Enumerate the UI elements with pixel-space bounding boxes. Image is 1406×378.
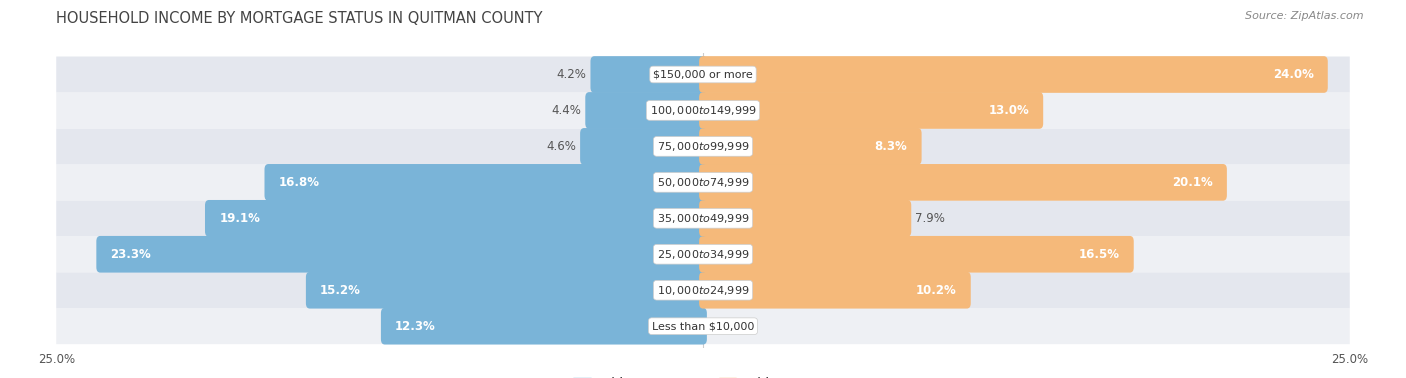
- Text: 19.1%: 19.1%: [219, 212, 260, 225]
- Text: 7.9%: 7.9%: [915, 212, 945, 225]
- Text: 15.2%: 15.2%: [321, 284, 361, 297]
- Text: 12.3%: 12.3%: [395, 320, 436, 333]
- Text: 0.0%: 0.0%: [711, 320, 741, 333]
- Text: $50,000 to $74,999: $50,000 to $74,999: [657, 176, 749, 189]
- FancyBboxPatch shape: [581, 128, 707, 165]
- FancyBboxPatch shape: [56, 129, 1350, 164]
- FancyBboxPatch shape: [56, 93, 1350, 129]
- Text: 16.5%: 16.5%: [1078, 248, 1119, 261]
- Text: $25,000 to $34,999: $25,000 to $34,999: [657, 248, 749, 261]
- Text: 4.4%: 4.4%: [551, 104, 582, 117]
- Text: 16.8%: 16.8%: [278, 176, 319, 189]
- Text: Source: ZipAtlas.com: Source: ZipAtlas.com: [1246, 11, 1364, 21]
- Text: 23.3%: 23.3%: [111, 248, 152, 261]
- Text: 13.0%: 13.0%: [988, 104, 1029, 117]
- Text: Less than $10,000: Less than $10,000: [652, 321, 754, 331]
- FancyBboxPatch shape: [56, 164, 1350, 200]
- Text: $35,000 to $49,999: $35,000 to $49,999: [657, 212, 749, 225]
- Text: 4.6%: 4.6%: [547, 140, 576, 153]
- FancyBboxPatch shape: [264, 164, 707, 201]
- Text: HOUSEHOLD INCOME BY MORTGAGE STATUS IN QUITMAN COUNTY: HOUSEHOLD INCOME BY MORTGAGE STATUS IN Q…: [56, 11, 543, 26]
- FancyBboxPatch shape: [56, 200, 1350, 236]
- Text: $75,000 to $99,999: $75,000 to $99,999: [657, 140, 749, 153]
- Text: 8.3%: 8.3%: [875, 140, 907, 153]
- Text: 4.2%: 4.2%: [557, 68, 586, 81]
- FancyBboxPatch shape: [56, 272, 1350, 308]
- Text: $150,000 or more: $150,000 or more: [654, 70, 752, 79]
- FancyBboxPatch shape: [699, 200, 911, 237]
- Legend: Without Mortgage, With Mortgage: Without Mortgage, With Mortgage: [568, 372, 838, 378]
- Text: $100,000 to $149,999: $100,000 to $149,999: [650, 104, 756, 117]
- FancyBboxPatch shape: [205, 200, 707, 237]
- FancyBboxPatch shape: [699, 92, 1043, 129]
- Text: 10.2%: 10.2%: [915, 284, 956, 297]
- FancyBboxPatch shape: [699, 164, 1227, 201]
- FancyBboxPatch shape: [585, 92, 707, 129]
- FancyBboxPatch shape: [56, 236, 1350, 272]
- FancyBboxPatch shape: [699, 128, 921, 165]
- FancyBboxPatch shape: [97, 236, 707, 273]
- Text: 24.0%: 24.0%: [1272, 68, 1313, 81]
- FancyBboxPatch shape: [591, 56, 707, 93]
- FancyBboxPatch shape: [56, 57, 1350, 93]
- FancyBboxPatch shape: [699, 236, 1133, 273]
- FancyBboxPatch shape: [381, 308, 707, 344]
- FancyBboxPatch shape: [56, 308, 1350, 344]
- FancyBboxPatch shape: [699, 272, 970, 308]
- Text: $10,000 to $24,999: $10,000 to $24,999: [657, 284, 749, 297]
- FancyBboxPatch shape: [307, 272, 707, 308]
- FancyBboxPatch shape: [699, 56, 1327, 93]
- Text: 20.1%: 20.1%: [1171, 176, 1212, 189]
